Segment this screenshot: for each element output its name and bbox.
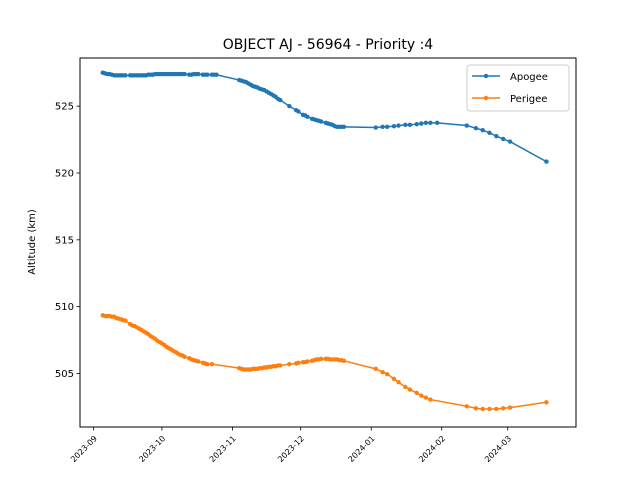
y-axis-label: Altitude (km) xyxy=(27,209,38,275)
data-point-perigee xyxy=(396,380,401,385)
data-point-apogee xyxy=(494,134,499,139)
legend-label: Perigee xyxy=(510,94,547,105)
legend-marker xyxy=(483,95,489,101)
x-tick-label: 2023-11 xyxy=(208,434,238,464)
legend-item-perigee: Perigee xyxy=(472,94,547,105)
x-tick-label: 2024-03 xyxy=(483,434,513,464)
y-tick-label: 525 xyxy=(55,102,74,113)
data-point-perigee xyxy=(278,363,283,368)
series-perigee xyxy=(100,313,549,412)
data-point-perigee xyxy=(196,359,201,364)
data-point-apogee xyxy=(396,123,401,128)
data-point-perigee xyxy=(428,397,433,402)
x-tick-label: 2024-02 xyxy=(417,434,447,464)
data-point-apogee xyxy=(391,123,397,129)
series-layer xyxy=(100,70,549,412)
data-point-perigee xyxy=(487,406,492,412)
legend-label: Apogee xyxy=(510,72,548,83)
chart-title: OBJECT AJ - 56964 - Priority :4 xyxy=(223,37,434,53)
data-point-apogee xyxy=(407,122,413,128)
data-point-apogee xyxy=(544,159,549,164)
data-point-perigee xyxy=(123,318,128,323)
data-point-apogee xyxy=(414,121,419,127)
data-point-apogee xyxy=(487,130,492,136)
data-point-apogee xyxy=(384,124,390,130)
series-apogee xyxy=(100,70,549,164)
data-point-perigee xyxy=(384,371,390,377)
data-point-apogee xyxy=(428,120,433,126)
data-point-perigee xyxy=(182,354,187,360)
data-point-perigee xyxy=(544,400,549,405)
data-point-apogee xyxy=(403,122,408,128)
legend-marker xyxy=(483,73,489,79)
data-point-perigee xyxy=(380,369,385,375)
x-tick-label: 2023-12 xyxy=(276,434,306,464)
data-point-apogee xyxy=(380,124,385,130)
data-point-perigee xyxy=(341,358,347,364)
data-point-apogee xyxy=(296,109,301,114)
x-tick-label: 2024-01 xyxy=(347,434,377,464)
data-point-apogee xyxy=(423,120,429,126)
plot-frame xyxy=(79,57,577,428)
data-point-perigee xyxy=(500,406,506,411)
data-point-perigee xyxy=(373,366,378,372)
data-point-apogee xyxy=(287,103,292,109)
data-point-perigee xyxy=(305,359,310,364)
axes-layer: 505 510 515 520 525 2023-09 2023-10 2023-11 2023… xyxy=(55,102,513,464)
data-point-perigee xyxy=(318,356,324,362)
data-point-perigee xyxy=(494,406,499,412)
data-point-perigee xyxy=(419,393,424,398)
data-point-apogee xyxy=(480,128,485,133)
y-tick-label: 510 xyxy=(55,302,74,313)
data-point-apogee xyxy=(464,123,469,128)
data-point-perigee xyxy=(403,384,408,390)
data-point-apogee xyxy=(373,125,378,130)
data-point-apogee xyxy=(473,125,479,131)
data-point-apogee xyxy=(419,121,424,126)
data-point-apogee xyxy=(278,97,283,103)
data-point-apogee xyxy=(214,72,219,77)
data-point-apogee xyxy=(507,139,513,144)
data-point-perigee xyxy=(287,361,292,367)
data-point-perigee xyxy=(391,376,397,382)
legend: Apogee Perigee xyxy=(466,64,570,112)
data-point-perigee xyxy=(423,395,429,400)
data-point-perigee xyxy=(296,360,301,366)
data-point-perigee xyxy=(507,405,513,410)
data-point-apogee xyxy=(318,119,324,124)
y-tick-label: 515 xyxy=(55,235,74,246)
data-point-apogee xyxy=(500,136,506,142)
y-tick-label: 505 xyxy=(55,369,74,380)
data-point-apogee xyxy=(196,71,201,77)
x-tick-label: 2023-10 xyxy=(137,434,167,464)
x-tick-label: 2023-09 xyxy=(69,434,99,464)
series-line-perigee xyxy=(102,314,547,410)
data-point-apogee xyxy=(205,72,210,77)
data-point-perigee xyxy=(480,406,485,412)
y-tick-label: 520 xyxy=(55,168,74,179)
data-point-apogee xyxy=(305,114,310,120)
data-point-perigee xyxy=(464,404,469,409)
data-point-perigee xyxy=(205,361,210,367)
data-point-apogee xyxy=(182,71,187,77)
data-point-apogee xyxy=(123,73,128,78)
data-point-apogee xyxy=(341,124,347,130)
data-point-perigee xyxy=(473,406,479,411)
data-point-perigee xyxy=(209,361,215,367)
data-point-apogee xyxy=(435,120,440,126)
legend-item-apogee: Apogee xyxy=(472,72,548,83)
data-point-perigee xyxy=(414,390,419,396)
data-point-perigee xyxy=(407,387,413,392)
